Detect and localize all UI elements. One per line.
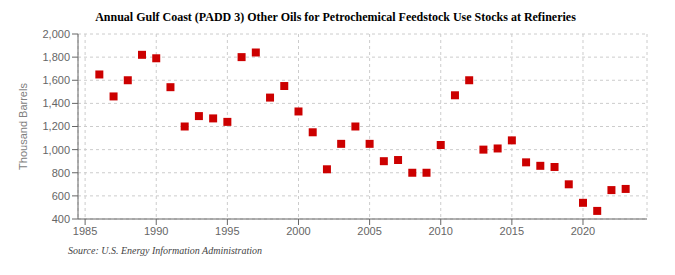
svg-text:2000: 2000 <box>286 225 310 237</box>
svg-text:1,000: 1,000 <box>42 144 70 156</box>
svg-text:2010: 2010 <box>428 225 452 237</box>
svg-text:2005: 2005 <box>357 225 381 237</box>
svg-text:1,800: 1,800 <box>42 51 70 63</box>
svg-text:2020: 2020 <box>571 225 595 237</box>
svg-text:1,600: 1,600 <box>42 74 70 86</box>
svg-text:1995: 1995 <box>215 225 239 237</box>
svg-text:600: 600 <box>52 190 70 202</box>
svg-text:1985: 1985 <box>73 225 97 237</box>
svg-text:Thousand Barrels: Thousand Barrels <box>17 83 29 170</box>
svg-text:800: 800 <box>52 167 70 179</box>
svg-text:1,400: 1,400 <box>42 97 70 109</box>
svg-text:2,000: 2,000 <box>42 28 70 40</box>
svg-text:1,200: 1,200 <box>42 120 70 132</box>
html-text:Source: U.S. Energy Informatio: Source: U.S. Energy Information Administ… <box>68 245 263 256</box>
svg-text:400: 400 <box>52 213 70 225</box>
svg-text:1990: 1990 <box>144 225 168 237</box>
svg-text:2015: 2015 <box>500 225 524 237</box>
html-text:Annual Gulf Coast (PADD 3) Oth: Annual Gulf Coast (PADD 3) Other Oils fo… <box>95 10 576 24</box>
